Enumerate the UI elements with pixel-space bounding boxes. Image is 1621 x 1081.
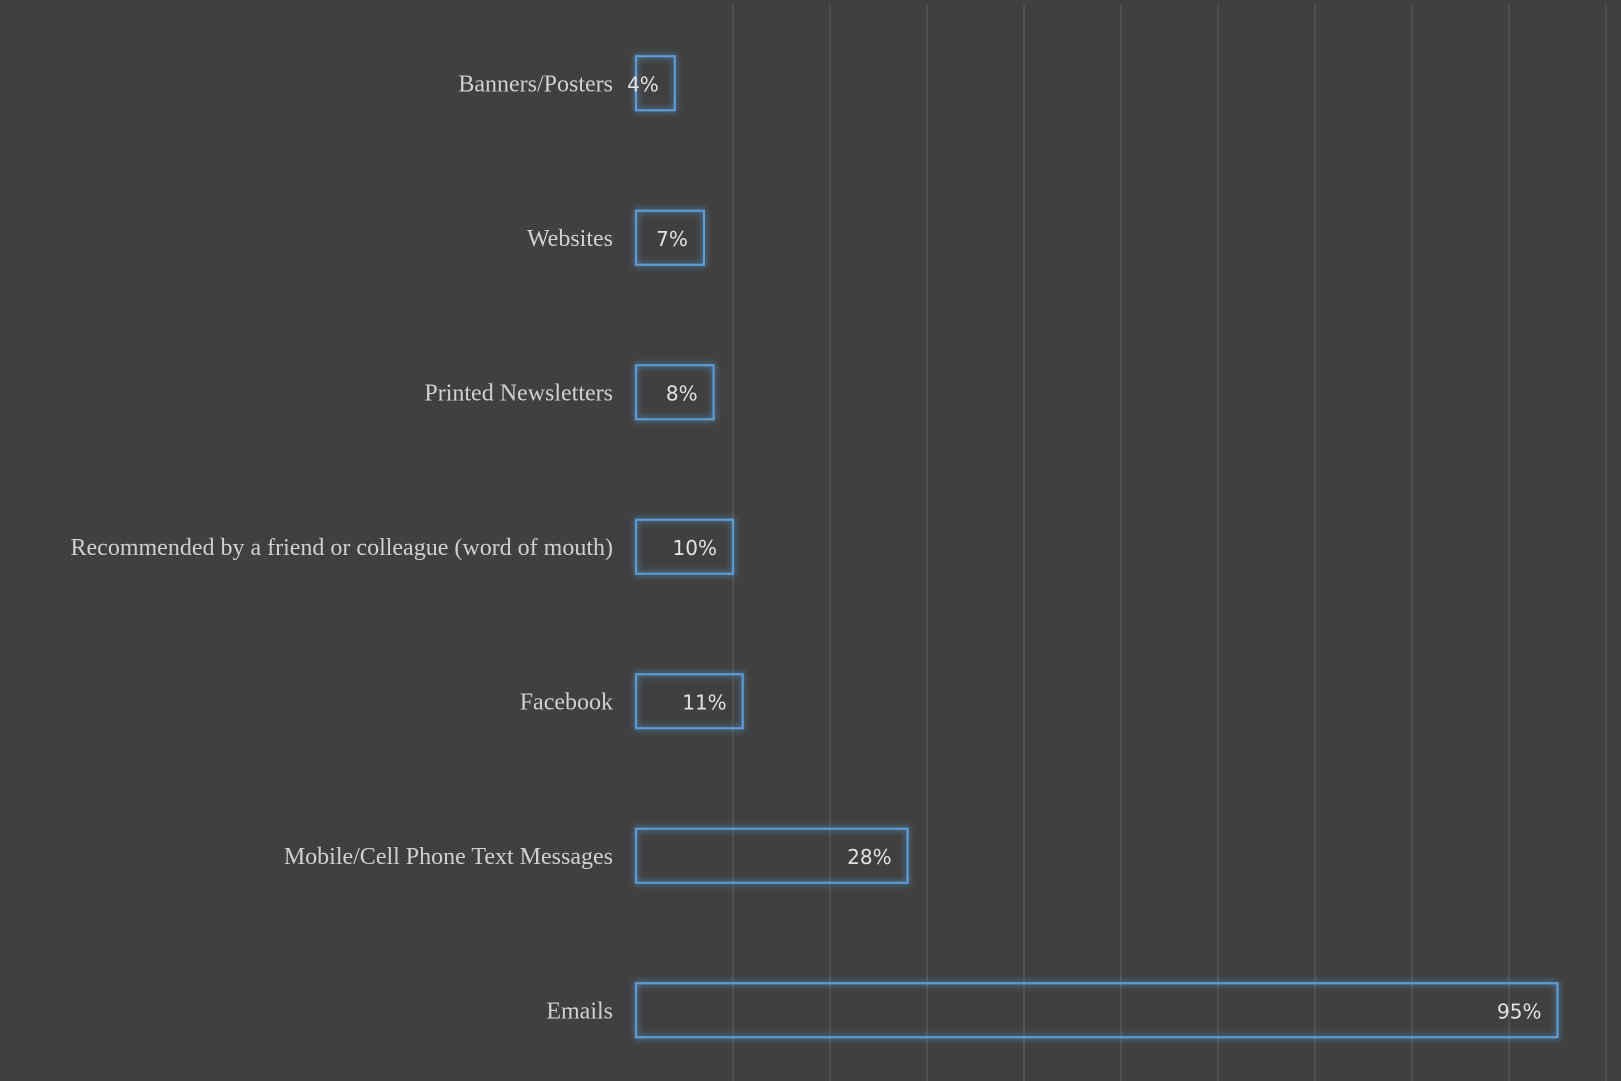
data-label: 28% [847, 845, 891, 869]
bar [634, 364, 715, 421]
category-label: Recommended by a friend or colleague (wo… [71, 535, 613, 561]
value-labels: 4% 7% 8% 10% 11% 28% 95% [627, 72, 1541, 1023]
data-label: 7% [656, 227, 688, 251]
bar [634, 209, 706, 266]
bar [634, 827, 909, 884]
data-label: 11% [682, 690, 726, 714]
category-label: Printed Newsletters [424, 380, 613, 406]
category-label: Facebook [520, 689, 613, 715]
bar [634, 55, 676, 112]
data-label: 8% [666, 381, 698, 405]
data-label: 10% [673, 536, 717, 560]
category-label: Emails [546, 998, 613, 1024]
bar [634, 982, 1559, 1039]
data-label: 95% [1497, 999, 1541, 1023]
category-labels: Banners/Posters Websites Printed Newslette… [71, 71, 613, 1024]
bar [634, 673, 744, 730]
data-label: 4% [627, 72, 659, 96]
category-label: Mobile/Cell Phone Text Messages [284, 844, 613, 870]
gridlines [636, 4, 1621, 1081]
bars [634, 55, 1559, 1039]
category-label: Banners/Posters [458, 71, 613, 97]
category-label: Websites [527, 226, 613, 252]
bar [634, 518, 735, 575]
